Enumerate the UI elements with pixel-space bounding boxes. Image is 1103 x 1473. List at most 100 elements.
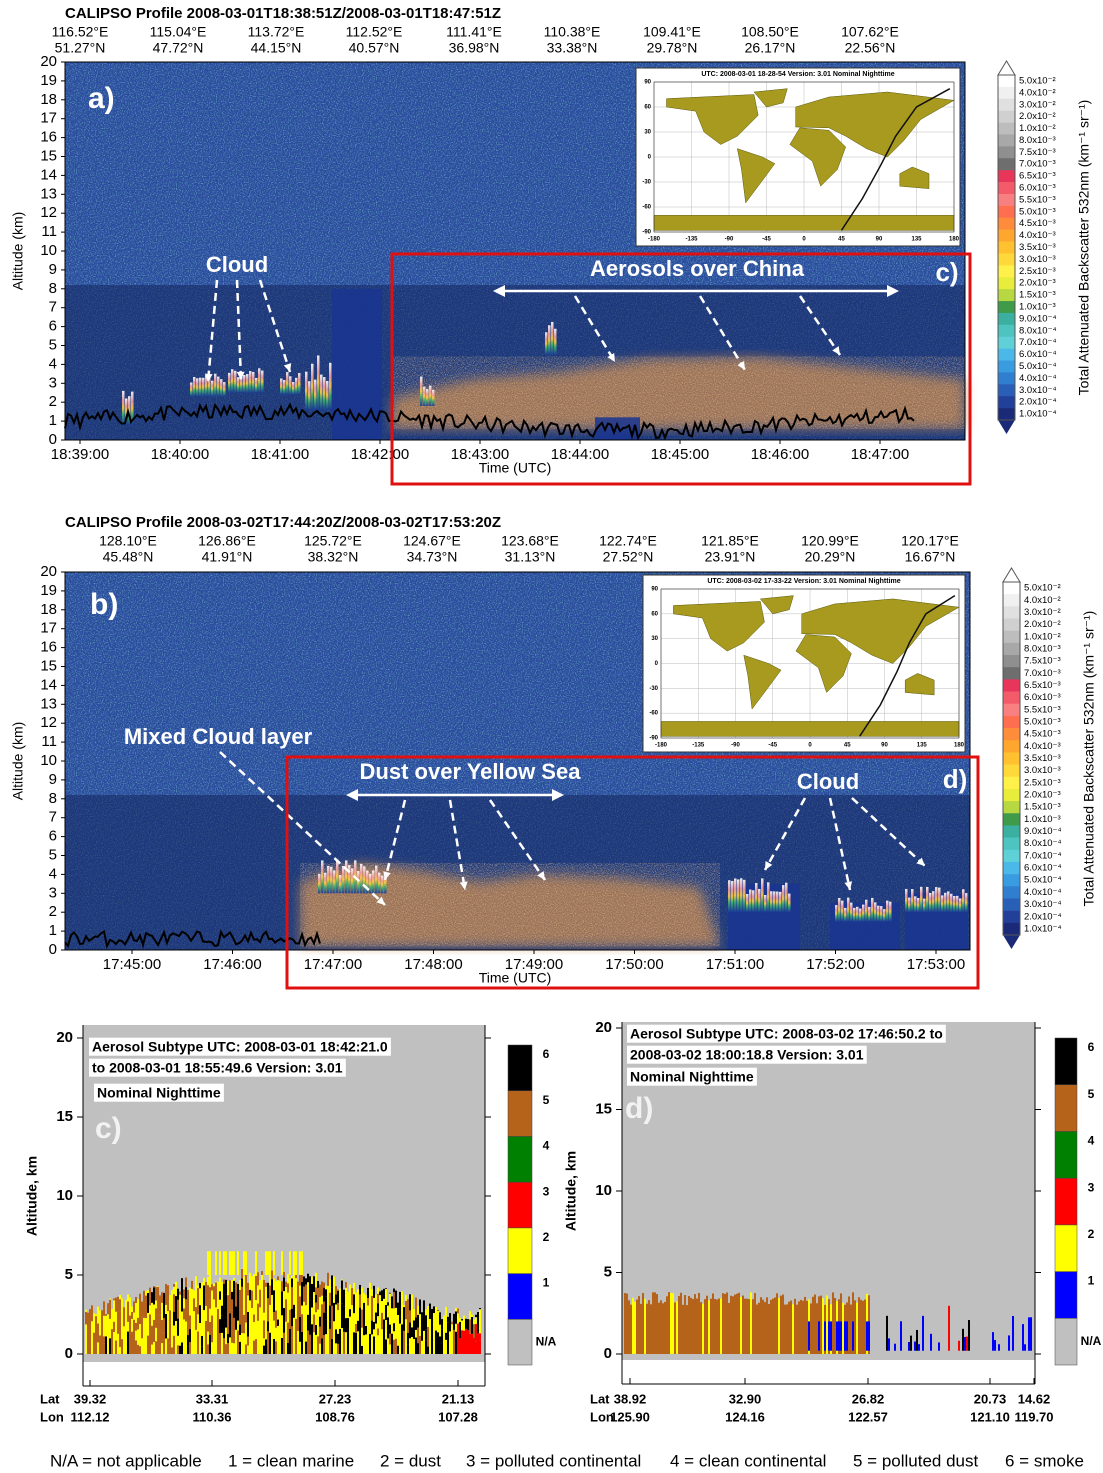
subtype-cell [407, 1344, 409, 1354]
subtype-cell [105, 1336, 107, 1354]
cloud-streak [835, 905, 838, 922]
subtype-cell [85, 1309, 87, 1312]
subtype-cell [135, 1340, 137, 1354]
panel-label: a) [88, 82, 115, 115]
inset-lon-label: 90 [876, 237, 883, 243]
subtype-cell [403, 1305, 405, 1308]
subtype-cell [257, 1320, 259, 1338]
subtype-cell [299, 1251, 301, 1275]
cloud-streak [914, 896, 917, 913]
subtype-cell [195, 1329, 197, 1354]
subtype-title: Aerosol Subtype UTC: 2008-03-01 18:42:21… [92, 1039, 388, 1055]
subtype-cell [239, 1279, 241, 1290]
cloud-streak [205, 375, 208, 397]
subtype-cell [313, 1276, 315, 1293]
subtype-cell [93, 1332, 95, 1354]
subtype-cell [311, 1331, 313, 1354]
subtype-cell [201, 1283, 203, 1291]
subtype-cell [283, 1291, 285, 1309]
cloud-streak [767, 882, 770, 913]
arrow-head [737, 361, 745, 370]
subtype-cell [183, 1289, 185, 1299]
y-axis-label: Altitude, km [24, 1156, 40, 1236]
latitude-label: 38.32°N [308, 549, 359, 565]
subtype-cell [219, 1319, 221, 1334]
y-tick-label: 9 [49, 261, 57, 278]
subtype-cell [283, 1271, 285, 1278]
subtype-cell [397, 1345, 399, 1354]
subtype-cell [187, 1306, 189, 1325]
subtype-cell [317, 1316, 319, 1328]
cloud-streak [423, 386, 426, 406]
colorbar-swatch [1003, 740, 1020, 753]
subtype-cell [303, 1301, 305, 1327]
cloud-streak [378, 872, 381, 894]
subtype-cell [207, 1285, 209, 1308]
subtype-cell [293, 1304, 295, 1318]
latitude-label: 51.27°N [55, 40, 106, 56]
colorbar-label: 6.0x10⁻⁴ [1019, 349, 1057, 360]
subtype-cell [778, 1298, 780, 1354]
subtype-cell [233, 1333, 235, 1344]
subtype-cell [267, 1321, 269, 1332]
subtype-cell [87, 1329, 89, 1354]
subtype-cell [413, 1338, 415, 1354]
subtype-cell [425, 1309, 427, 1316]
subtype-cell [339, 1289, 341, 1307]
subtype-cell [379, 1315, 381, 1325]
colorbar-swatch [998, 277, 1015, 290]
x-tick-label: 18:41:00 [251, 446, 309, 463]
subtype-cell [838, 1321, 840, 1351]
subtype-cell [133, 1319, 135, 1339]
subtype-cell [267, 1251, 269, 1275]
arrow [763, 797, 807, 871]
subtype-cell [445, 1320, 447, 1333]
subtype-title: 2008-03-02 18:00:18.8 Version: 3.01 [630, 1047, 864, 1063]
subtype-cell [99, 1335, 101, 1354]
land [789, 127, 846, 187]
subtype-cell [325, 1319, 327, 1335]
cloud-streak [862, 904, 865, 922]
subtype-cell [293, 1251, 295, 1275]
subtype-cell [451, 1324, 453, 1337]
subtype-cell [173, 1325, 175, 1336]
x-axis-label: Time (UTC) [479, 970, 552, 986]
lon-label: 112.12 [70, 1409, 109, 1424]
x-tick-label: 17:45:00 [103, 956, 161, 973]
subtype-cell [323, 1312, 325, 1336]
subtype-cell [211, 1315, 213, 1329]
x-tick-label: 17:47:00 [304, 956, 362, 973]
cloud-streak [761, 878, 764, 913]
subtype-cell [379, 1291, 381, 1296]
subtype-cell [125, 1313, 127, 1336]
x-tick-label: 17:49:00 [505, 956, 563, 973]
subtype-cell [463, 1330, 465, 1354]
subtype-cell [662, 1303, 664, 1354]
subtype-cell [992, 1332, 994, 1351]
longitude-label: 120.99°E [801, 533, 859, 549]
colorbar-frame [1002, 581, 1021, 936]
subtype-cell [744, 1298, 746, 1354]
subtype-cell [329, 1283, 331, 1293]
subtype-cell [319, 1316, 321, 1327]
subtype-cell [261, 1271, 263, 1275]
colorbar-label: 1.0x10⁻³ [1019, 301, 1056, 312]
land [737, 148, 776, 204]
subtype-cell [401, 1324, 403, 1333]
subtype-cell [379, 1339, 381, 1354]
subtype-cell [862, 1300, 864, 1354]
subtype-cell [325, 1312, 327, 1320]
subtype-cell [223, 1251, 225, 1275]
subtype-cell [475, 1314, 477, 1318]
subtype-cell [183, 1308, 185, 1320]
subtype-cell [177, 1318, 179, 1336]
subtype-cell [237, 1251, 239, 1275]
subtype-cell [227, 1333, 229, 1343]
class-label: 5 [1088, 1087, 1095, 1101]
subtype-cell [407, 1315, 409, 1333]
subtype-cell [127, 1294, 129, 1302]
cloud-streak [326, 380, 329, 410]
subtype-cell [209, 1334, 211, 1354]
cloud-streak [292, 382, 295, 395]
subtype-cell [175, 1330, 177, 1354]
